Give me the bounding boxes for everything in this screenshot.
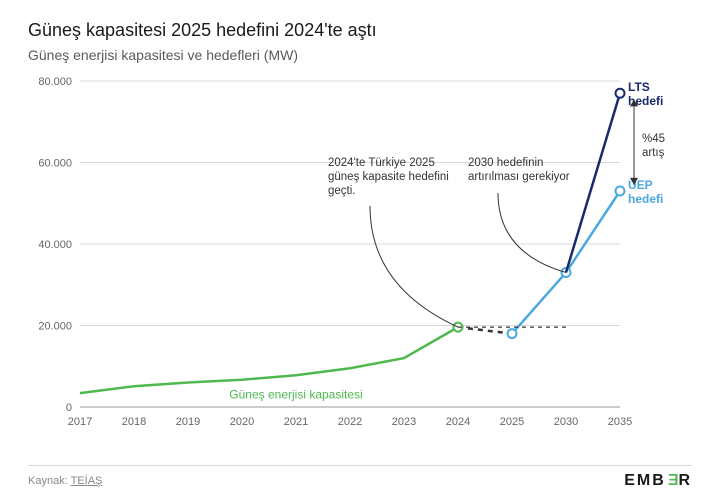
source-text: Kaynak: TEİAŞ bbox=[28, 475, 102, 487]
svg-text:20.000: 20.000 bbox=[38, 321, 72, 333]
svg-text:Güneş enerjisi kapasitesi: Güneş enerjisi kapasitesi bbox=[229, 388, 362, 402]
svg-text:2024'te Türkiye 2025güneş kapa: 2024'te Türkiye 2025güneş kapasite hedef… bbox=[328, 157, 449, 197]
chart-area: 0 20.000 40.000 60.000 80.000 2017 2018 2019 202… bbox=[28, 71, 692, 441]
footer: Kaynak: TEİAŞ EMBER bbox=[28, 465, 692, 490]
svg-text:2019: 2019 bbox=[176, 416, 200, 428]
svg-text:40.000: 40.000 bbox=[38, 239, 72, 251]
svg-text:2025: 2025 bbox=[500, 416, 524, 428]
chart-svg: 0 20.000 40.000 60.000 80.000 2017 2018 2019 202… bbox=[28, 71, 692, 441]
chart-subtitle: Güneş enerjisi kapasitesi ve hedefleri (… bbox=[28, 47, 692, 63]
svg-text:2030: 2030 bbox=[554, 416, 578, 428]
chart-title: Güneş kapasitesi 2025 hedefini 2024'te a… bbox=[28, 20, 692, 41]
svg-text:2021: 2021 bbox=[284, 416, 308, 428]
svg-text:2024: 2024 bbox=[446, 416, 470, 428]
svg-text:2035: 2035 bbox=[608, 416, 632, 428]
svg-text:2022: 2022 bbox=[338, 416, 362, 428]
svg-text:0: 0 bbox=[66, 402, 72, 414]
svg-text:80.000: 80.000 bbox=[38, 76, 72, 88]
svg-text:2017: 2017 bbox=[68, 416, 92, 428]
svg-text:2018: 2018 bbox=[122, 416, 146, 428]
chart-container: Güneş kapasitesi 2025 hedefini 2024'te a… bbox=[0, 0, 720, 500]
svg-text:60.000: 60.000 bbox=[38, 158, 72, 170]
svg-text:%45artış: %45artış bbox=[642, 133, 665, 159]
svg-text:2020: 2020 bbox=[230, 416, 254, 428]
ember-logo: EMBER bbox=[624, 472, 692, 490]
svg-text:2023: 2023 bbox=[392, 416, 416, 428]
svg-text:2030 hedefininartırılması gere: 2030 hedefininartırılması gerekiyor bbox=[468, 157, 570, 183]
source-link[interactable]: TEİAŞ bbox=[71, 475, 103, 487]
source-prefix: Kaynak: bbox=[28, 475, 71, 487]
